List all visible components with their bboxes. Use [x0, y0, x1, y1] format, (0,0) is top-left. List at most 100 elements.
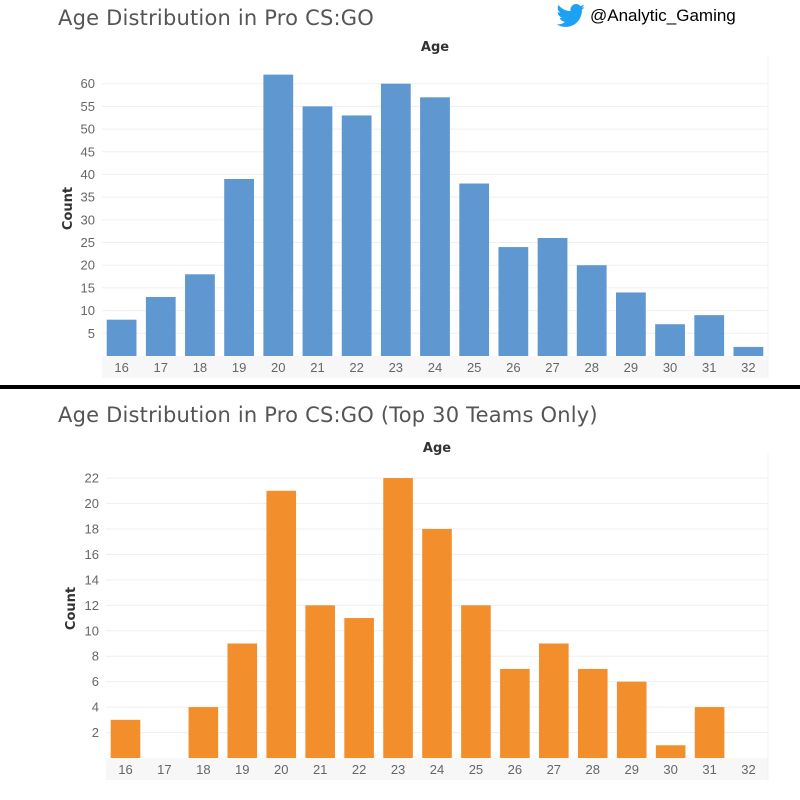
x-axis-label: Age: [423, 441, 451, 456]
x-tick-label: 22: [349, 360, 363, 375]
y-tick-label: 25: [81, 235, 95, 250]
bar-age-26[interactable]: [500, 668, 530, 758]
y-tick-label: 6: [92, 674, 99, 689]
bar-age-28[interactable]: [577, 668, 608, 758]
x-tick-label: 26: [506, 360, 520, 375]
x-tick-label: 25: [469, 762, 483, 777]
x-tick-label: 18: [196, 762, 210, 777]
x-tick-label: 32: [741, 762, 755, 777]
bar-age-26[interactable]: [498, 247, 529, 356]
x-tick-label: 20: [274, 762, 288, 777]
x-tick-label: 25: [467, 360, 481, 375]
y-tick-label: 2: [92, 725, 99, 740]
x-axis-label: Age: [421, 40, 449, 55]
x-tick-label: 17: [157, 762, 171, 777]
x-tick-label: 21: [310, 360, 324, 375]
twitter-handle: @Analytic_Gaming: [590, 6, 736, 25]
y-tick-label: 35: [81, 190, 95, 205]
x-tick-label: 28: [584, 360, 598, 375]
twitter-bird-icon: [556, 4, 585, 27]
x-tick-label: 29: [624, 360, 638, 375]
bar-age-18[interactable]: [185, 274, 215, 356]
y-tick-label: 55: [81, 99, 95, 114]
x-tick-label: 31: [702, 762, 716, 777]
y-tick-label: 4: [92, 700, 99, 715]
x-tick-label: 31: [702, 360, 716, 375]
x-axis-band: [102, 356, 768, 378]
bar-age-24[interactable]: [422, 528, 452, 758]
x-axis-band: [106, 758, 768, 780]
y-tick-label: 12: [85, 598, 99, 613]
x-tick-label: 27: [547, 762, 561, 777]
x-tick-label: 24: [430, 762, 444, 777]
x-tick-label: 23: [389, 360, 403, 375]
bar-age-31[interactable]: [694, 707, 725, 758]
y-tick-label: 20: [85, 496, 99, 511]
bar-age-30[interactable]: [655, 745, 686, 758]
x-tick-label: 32: [741, 360, 755, 375]
bar-age-18[interactable]: [188, 707, 219, 758]
bar-age-29[interactable]: [615, 292, 646, 356]
x-tick-label: 18: [193, 360, 207, 375]
bar-age-24[interactable]: [420, 97, 450, 357]
x-tick-label: 30: [663, 360, 677, 375]
x-tick-label: 23: [391, 762, 405, 777]
bar-age-19[interactable]: [224, 179, 255, 356]
x-tick-label: 26: [508, 762, 522, 777]
bar-age-22[interactable]: [341, 115, 372, 356]
bar-age-21[interactable]: [305, 605, 335, 758]
bar-age-23[interactable]: [380, 83, 411, 356]
bar-age-32[interactable]: [733, 346, 764, 356]
bar-age-16[interactable]: [106, 319, 137, 356]
chart-title-top30: Age Distribution in Pro CS:GO (Top 30 Te…: [58, 403, 598, 427]
x-tick-label: 22: [352, 762, 366, 777]
bar-age-21[interactable]: [302, 106, 333, 356]
twitter-credit[interactable]: @Analytic_Gaming: [556, 4, 736, 28]
x-tick-label: 16: [118, 762, 132, 777]
x-tick-label: 27: [545, 360, 559, 375]
bar-age-27[interactable]: [539, 643, 569, 758]
y-tick-label: 20: [81, 258, 95, 273]
y-tick-label: 10: [85, 623, 99, 638]
y-tick-label: 10: [81, 303, 95, 318]
bar-age-16[interactable]: [110, 719, 141, 758]
x-tick-label: 29: [624, 762, 638, 777]
y-tick-label: 40: [81, 167, 95, 182]
chart-title-all-teams: Age Distribution in Pro CS:GO: [58, 6, 374, 30]
y-tick-label: 15: [81, 280, 95, 295]
y-tick-label: 18: [85, 521, 99, 536]
y-tick-label: 60: [81, 76, 95, 91]
bar-age-17[interactable]: [145, 297, 176, 356]
bar-age-20[interactable]: [266, 490, 297, 758]
bar-age-30[interactable]: [655, 324, 685, 356]
y-axis-label: Count: [61, 187, 76, 230]
x-tick-label: 21: [313, 762, 327, 777]
x-tick-label: 28: [586, 762, 600, 777]
y-tick-label: 22: [85, 471, 99, 486]
bar-age-22[interactable]: [344, 618, 374, 758]
x-tick-label: 30: [663, 762, 677, 777]
y-tick-label: 5: [88, 326, 95, 341]
y-axis-label: Count: [64, 587, 79, 630]
y-tick-label: 8: [92, 649, 99, 664]
bar-age-31[interactable]: [694, 315, 725, 356]
bar-chart-all-teams: Age Count 5 10 15 20 25 30 35 40 45 50 55 60 16 17 18 19 2…: [61, 40, 769, 378]
bar-age-28[interactable]: [576, 265, 607, 356]
bar-age-27[interactable]: [537, 238, 568, 356]
x-tick-label: 19: [232, 360, 246, 375]
bar-age-29[interactable]: [616, 681, 647, 758]
x-tick-label: 24: [428, 360, 442, 375]
y-tick-label: 45: [81, 144, 95, 159]
bar-age-25[interactable]: [459, 183, 490, 356]
x-tick-label: 20: [271, 360, 285, 375]
bar-age-25[interactable]: [461, 605, 491, 758]
bar-age-20[interactable]: [263, 74, 294, 356]
bar-age-23[interactable]: [383, 478, 413, 758]
y-tick-label: 16: [85, 547, 99, 562]
x-tick-label: 17: [154, 360, 168, 375]
section-divider: [0, 385, 800, 389]
y-tick-label: 50: [81, 122, 95, 137]
y-tick-label: 30: [81, 212, 95, 227]
bar-age-19[interactable]: [227, 643, 258, 758]
